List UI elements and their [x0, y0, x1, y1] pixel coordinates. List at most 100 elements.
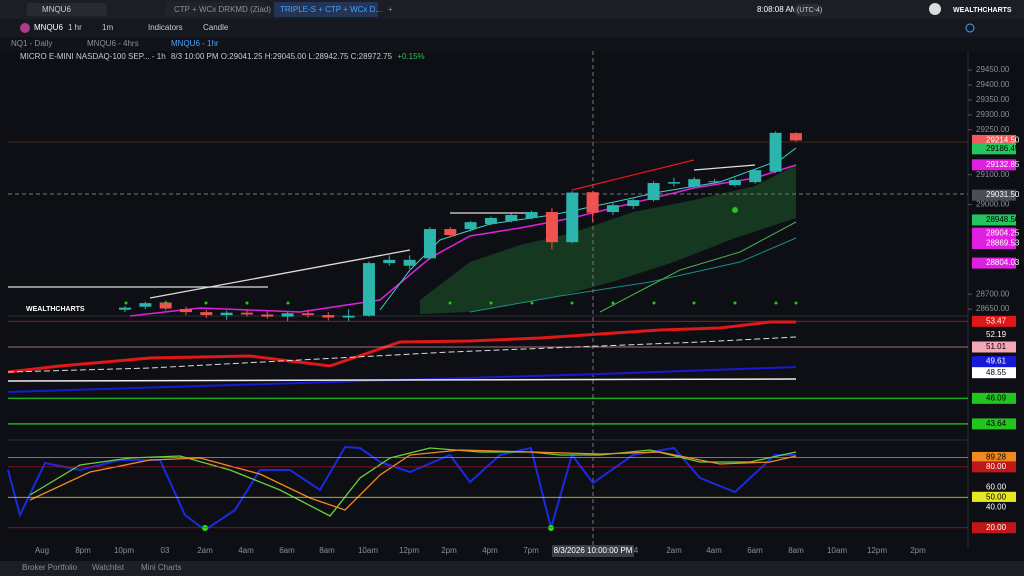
price-tick-label: 28700.00	[976, 289, 1010, 298]
price-tag	[972, 481, 1016, 493]
candle-body	[362, 263, 375, 316]
legend-close: C:28972.75	[351, 52, 393, 61]
indicator-line	[7, 336, 797, 373]
indicators-button[interactable]: Indicators	[148, 23, 183, 32]
candle-body	[179, 309, 192, 313]
time-label: 2am	[666, 546, 682, 555]
candle-body	[464, 222, 477, 230]
price-tag-label: 60.00	[986, 482, 1007, 491]
legend-symbol: MICRO E-MINI NASDAQ-100 SEP... - 1h	[20, 52, 166, 61]
price-tag	[972, 451, 1016, 463]
trend-line	[469, 237, 797, 313]
price-tag	[972, 341, 1016, 353]
price-tag-label: 89.28	[986, 453, 1007, 462]
cloud	[420, 165, 796, 314]
bottom-bar	[0, 561, 1024, 576]
price-tag	[972, 392, 1016, 404]
candles	[119, 131, 802, 322]
chart-tab[interactable]: MNQU6 - 4hrs	[87, 39, 139, 48]
price-tick-label: 29250.00	[976, 125, 1010, 134]
time-label: 2pm	[441, 546, 457, 555]
candle-body	[423, 229, 436, 259]
candle-body	[566, 192, 579, 243]
price-tag	[972, 491, 1016, 503]
chart-tab[interactable]: NQ1 - Daily	[11, 39, 52, 48]
price-tag-label: 43.64	[986, 419, 1007, 428]
bottom-tab[interactable]: Watchlist	[92, 563, 125, 572]
top-bar	[0, 0, 1024, 19]
candle-body	[119, 307, 131, 310]
chart-tabs-bar	[0, 37, 1024, 51]
legend-low: L:28942.75	[308, 52, 349, 61]
layout-tab-active[interactable]	[274, 2, 378, 17]
search-text: MNQU6	[42, 5, 71, 14]
price-tag-label: 29186.45	[986, 144, 1020, 153]
level-line	[693, 164, 756, 171]
avatar[interactable]	[929, 3, 941, 15]
level-line	[149, 249, 411, 299]
layout-tab[interactable]	[165, 2, 265, 17]
indicator-line	[7, 378, 797, 382]
time-label: 8pm	[75, 546, 91, 555]
brand: WEALTHCHARTS	[953, 7, 1012, 14]
toolbar	[0, 19, 1024, 37]
price-tick-label: 29100.00	[976, 170, 1010, 179]
price-tick-label: 29350.00	[976, 95, 1010, 104]
signal-dots	[124, 207, 798, 305]
candle-body	[789, 133, 802, 141]
candle-body	[728, 180, 741, 186]
crosshair-time-box	[552, 545, 634, 557]
candle-body	[261, 314, 274, 317]
time-label: 03	[161, 546, 170, 555]
price-tag-label: 40.00	[986, 503, 1007, 512]
price-tag	[972, 134, 1016, 146]
candle-body	[525, 212, 538, 218]
new-tab[interactable]: +	[388, 5, 393, 14]
price-tag	[972, 143, 1016, 155]
symbol[interactable]: MNQU6	[34, 23, 63, 32]
crosshair-time: 8/3/2026 10:00:00 PM	[554, 546, 633, 555]
tab-label: TRIPLE-S + CTP + WCx D...	[280, 5, 382, 14]
price-tag	[972, 315, 1016, 327]
price-tag-label: 29132.85	[986, 160, 1020, 169]
legend: MICRO E-MINI NASDAQ-100 SEP... - 1h 8/3 …	[20, 52, 425, 61]
legend-change: +0.15%	[397, 52, 424, 61]
price-tag	[972, 501, 1016, 513]
watermark: WEALTHCHARTS	[26, 306, 85, 313]
price-tag	[972, 238, 1016, 250]
price-tag	[972, 227, 1016, 239]
bottom-tab[interactable]: Broker Portfolio	[22, 563, 78, 572]
price-tick-label: 29400.00	[976, 80, 1010, 89]
candle-body	[688, 179, 701, 187]
price-tag-label: 46.09	[986, 393, 1007, 402]
time-label: 4pm	[482, 546, 498, 555]
sub-interval[interactable]: 1m	[102, 23, 113, 32]
candle-body	[139, 303, 152, 307]
chart-style-button[interactable]: Candle	[203, 23, 229, 32]
search-box[interactable]	[27, 3, 107, 16]
tab-label: CTP + WCx DRKMD (Ziad)	[174, 5, 271, 14]
price-tick-label: 28650.00	[976, 304, 1010, 313]
toolbar-icon[interactable]	[965, 23, 975, 33]
time-label: 4	[634, 546, 639, 555]
candle-body	[159, 302, 172, 309]
price-tag-label: 29031.50	[986, 190, 1020, 199]
candle-body	[708, 181, 721, 183]
candle-body	[484, 217, 497, 224]
candle-body	[403, 259, 416, 266]
interval[interactable]: 1 hr	[68, 23, 82, 32]
price-tag-label: 28869.53	[986, 239, 1020, 248]
timezone-pill[interactable]	[794, 4, 822, 16]
price-tag-label: 52.19	[986, 330, 1007, 339]
price-tag-label: 48.55	[986, 368, 1007, 377]
candle-body	[220, 312, 233, 316]
level-line	[571, 159, 695, 191]
bottom-tab[interactable]: Mini Charts	[141, 563, 181, 572]
price-tag-label: 28948.50	[986, 215, 1020, 224]
time-axis	[0, 548, 1024, 561]
price-tick-label: 29000.00	[976, 200, 1010, 209]
chart-tab-active[interactable]: MNQU6 - 1hr	[171, 39, 219, 48]
candle-body	[667, 182, 680, 184]
candle-body	[200, 312, 213, 316]
